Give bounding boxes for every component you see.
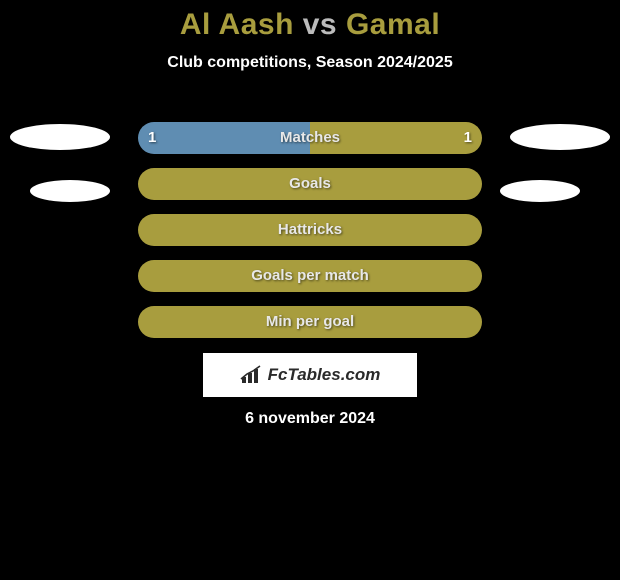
date-label: 6 november 2024 <box>0 410 620 428</box>
bar-track <box>138 260 482 292</box>
bar-right <box>138 168 482 200</box>
bar-track <box>138 306 482 338</box>
stat-row: Goals per match <box>0 260 620 292</box>
stat-value-right: 1 <box>464 122 472 154</box>
bar-right <box>138 260 482 292</box>
title-player2: Gamal <box>346 8 440 41</box>
bar-right <box>310 122 482 154</box>
decorative-ellipse <box>500 180 580 202</box>
comparison-card: Al Aash vs Gamal Club competitions, Seas… <box>0 0 620 580</box>
bar-right <box>138 214 482 246</box>
subtitle: Club competitions, Season 2024/2025 <box>0 54 620 72</box>
decorative-ellipse <box>10 124 110 150</box>
page-title: Al Aash vs Gamal <box>0 0 620 42</box>
bar-track <box>138 168 482 200</box>
bar-right <box>138 306 482 338</box>
title-player1: Al Aash <box>180 8 294 41</box>
stat-row: Hattricks <box>0 214 620 246</box>
decorative-ellipse <box>510 124 610 150</box>
brand-badge: FcTables.com <box>203 353 417 397</box>
comparison-rows: Matches11GoalsHattricksGoals per matchMi… <box>0 122 620 352</box>
bar-chart-icon <box>240 365 264 385</box>
stat-row: Min per goal <box>0 306 620 338</box>
stat-value-left: 1 <box>148 122 156 154</box>
decorative-ellipse <box>30 180 110 202</box>
bar-track <box>138 214 482 246</box>
brand-text: FcTables.com <box>268 365 381 385</box>
bar-left <box>138 122 310 154</box>
bar-track <box>138 122 482 154</box>
title-vs: vs <box>303 8 337 41</box>
